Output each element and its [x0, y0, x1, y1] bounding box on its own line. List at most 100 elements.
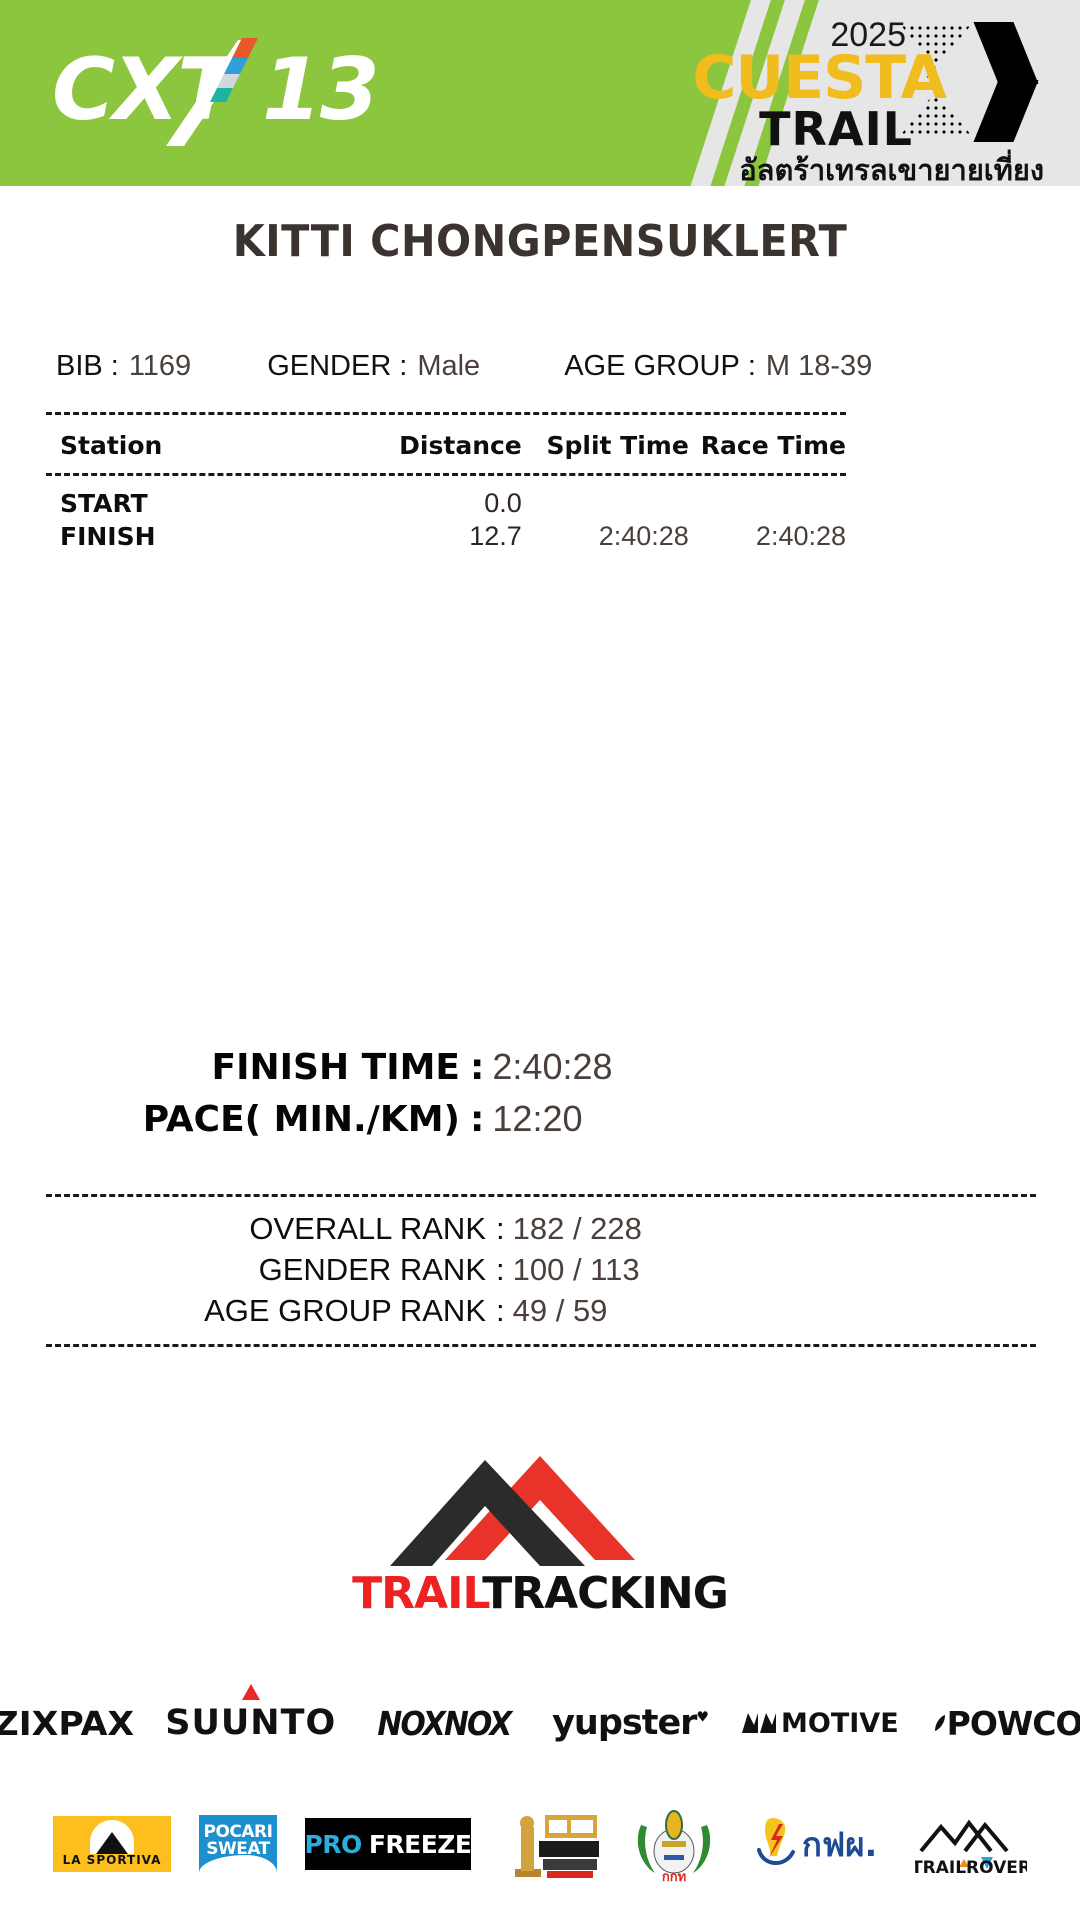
summary-finish-time-row: FINISH TIME : 2:40:28 — [0, 1046, 1080, 1098]
rank-overall-label: OVERALL RANK — [249, 1211, 486, 1246]
cuesta-wordmark: CUESTA — [692, 43, 947, 113]
info-gender-colon: : — [399, 350, 408, 382]
sponsor-motive-logo: MOTIVE — [742, 1710, 899, 1737]
thai-subtitle: อัลตร้าเทรลเขายายเที่ยง — [739, 153, 1044, 186]
athlete-info-row: BIB : 1169 GENDER : Male AGE GROUP : M 1… — [56, 350, 1024, 386]
sponsor-powco-label: POWCO — [946, 1703, 1080, 1743]
sponsor-powco-logo: POWCO — [933, 1707, 1080, 1740]
trailtracking-word-trail: TRAIL — [352, 1568, 483, 1619]
motive-mark-icon — [742, 1713, 777, 1733]
trailrover-mountain-icon: TRAILROVER — [915, 1819, 1027, 1877]
info-bib: BIB : 1169 — [56, 350, 191, 383]
summary-pace-colon: : — [470, 1099, 485, 1140]
rank-gender-value: 100 / 113 — [512, 1252, 640, 1287]
cell-station: START — [60, 489, 148, 518]
nakhon-statue-icon — [515, 1815, 599, 1878]
rank-age-group-value: 49 / 59 — [512, 1293, 608, 1328]
info-age-group-colon: : — [747, 350, 756, 382]
info-bib-value: 1169 — [128, 350, 192, 382]
sponsor-suunto-logo: SUUNTO — [165, 1683, 337, 1743]
rank-overall-value: 182 / 228 — [512, 1211, 642, 1246]
rank-list: OVERALL RANK : 182 / 228 GENDER RANK : 1… — [46, 1197, 1036, 1344]
cell-split-time: 2:40:28 — [598, 521, 689, 551]
rank-gender-colon: : — [496, 1252, 505, 1287]
ranks-top-divider — [46, 1194, 1036, 1197]
splits-table-body: START 0.0 FINISH 12.7 2:40:28 2:40:28 — [46, 476, 846, 554]
x-bar-bottom — [973, 80, 1039, 142]
sponsor-nakhon-ratchasima-logo — [499, 1807, 603, 1881]
rank-age-group-row: AGE GROUP RANK : 49 / 59 — [46, 1293, 1036, 1334]
rank-gender-label: GENDER RANK — [258, 1252, 486, 1287]
egat-map-bolt-icon — [756, 1818, 795, 1865]
la-sportiva-mountain-icon — [90, 1820, 134, 1854]
sponsor-zixpax-logo: ZIXPAX — [0, 1703, 135, 1743]
cxt-event-code: CXT 13 — [52, 40, 380, 140]
sponsor-motive-label: MOTIVE — [781, 1707, 899, 1739]
x-bar-top — [973, 22, 1039, 84]
powco-leaf-icon — [934, 1715, 945, 1731]
column-header-split-time: Split Time — [546, 430, 689, 460]
trailtracking-logo: TRAILTRACKING — [0, 1448, 1080, 1616]
cuesta-trail-logo: 2025 CUESTA TRAIL อัลตร้าเทรลเขายายเที่ย… — [692, 8, 1058, 186]
sponsor-trailrover-label: TRAILROVER — [915, 1858, 1027, 1877]
summary-finish-time-colon: : — [470, 1047, 485, 1088]
rank-age-group-colon: : — [496, 1293, 505, 1328]
mountain-icon — [390, 1456, 635, 1566]
cuesta-x-mark — [952, 22, 1048, 142]
result-summary: FINISH TIME : 2:40:28 PACE( MIN./KM) : 1… — [0, 1046, 1080, 1150]
event-header-banner: CXT 13 2025 CUESTA TRAIL อัลตร้าเทรลเขาย… — [0, 0, 1080, 186]
column-header-race-time: Race Time — [700, 430, 847, 460]
splits-header-divider — [46, 473, 846, 476]
sponsor-trailrover-logo: TRAILROVER — [915, 1811, 1027, 1877]
cell-distance: 12.7 — [469, 521, 522, 551]
sponsor-noxnox-logo: NOXNOX — [377, 1703, 513, 1743]
rank-overall-row: OVERALL RANK : 182 / 228 — [46, 1211, 1036, 1252]
athlete-name: KITTI CHONGPENSUKLERT — [232, 216, 848, 267]
summary-pace-label: PACE( MIN./KM) — [142, 1099, 460, 1140]
cell-race-time: 2:40:28 — [755, 521, 847, 551]
sponsor-egat-label: กฟผ. — [801, 1824, 878, 1864]
sponsor-row-primary: ZIXPAX SUUNTO NOXNOX yupster♥ MOTIVE POW… — [0, 1683, 1080, 1756]
suunto-triangle-icon — [241, 1683, 260, 1700]
rank-gender-row: GENDER RANK : 100 / 113 — [46, 1252, 1036, 1293]
sponsor-freeze-label: FREEZE — [368, 1829, 471, 1859]
sponsor-yupster-logo: yupster♥ — [552, 1702, 709, 1743]
cell-distance: 0.0 — [484, 488, 522, 518]
trailtracking-wordmark: TRAILTRACKING — [0, 1572, 1080, 1616]
yupster-superscript-icon: ♥ — [696, 1708, 709, 1725]
info-age-group: AGE GROUP : M 18-39 — [564, 350, 872, 383]
cxt-event-logo: CXT 13 — [52, 34, 382, 146]
summary-finish-time-value: 2:40:28 — [492, 1046, 613, 1087]
sponsor-la-sportiva-logo: LA SPORTIVA — [53, 1816, 171, 1872]
splits-table: Station Distance Split Time Race Time ST… — [46, 412, 846, 554]
rank-section: OVERALL RANK : 182 / 228 GENDER RANK : 1… — [46, 1194, 1036, 1347]
event-year: 2025 — [830, 16, 906, 54]
splits-table-header-row: Station Distance Split Time Race Time — [46, 415, 846, 473]
pocari-wave-icon — [199, 1855, 277, 1873]
rank-age-group-label: AGE GROUP RANK — [204, 1293, 486, 1328]
trailtracking-word-tracking: TRACKING — [482, 1568, 729, 1619]
info-age-group-label: AGE GROUP — [564, 350, 740, 382]
summary-finish-time-label: FINISH TIME — [211, 1047, 460, 1088]
sponsor-sweat-label: SWEAT — [206, 1839, 270, 1859]
sponsor-pocari-label: POCARI — [203, 1822, 273, 1842]
info-gender: GENDER : Male — [267, 350, 480, 383]
sponsor-pro-freeze-logo: PRO FREEZE — [305, 1818, 471, 1870]
sponsor-sat-label: กกท — [662, 1870, 686, 1885]
sponsor-suunto-label: SUUNTO — [165, 1702, 337, 1743]
la-sportiva-peak-icon — [96, 1832, 128, 1854]
sponsor-yupster-label: yupster — [552, 1702, 697, 1743]
trail-wordmark: TRAIL — [759, 102, 913, 156]
sponsor-pro-label: PRO — [305, 1829, 362, 1859]
summary-pace-value: 12:20 — [492, 1098, 583, 1139]
column-header-distance: Distance — [399, 430, 522, 460]
sponsor-pocari-sweat-logo: POCARI SWEAT — [199, 1815, 277, 1873]
thai-emblem-icon: กกท — [637, 1810, 711, 1885]
info-bib-label: BIB — [56, 350, 103, 382]
cell-station: FINISH — [60, 522, 156, 551]
info-gender-label: GENDER — [267, 350, 392, 382]
sponsor-sat-emblem-logo: กกท — [631, 1803, 717, 1885]
ranks-bottom-divider — [46, 1344, 1036, 1347]
rank-overall-colon: : — [496, 1211, 505, 1246]
sponsor-row-secondary: LA SPORTIVA POCARI SWEAT PRO FREEZE — [0, 1788, 1080, 1900]
